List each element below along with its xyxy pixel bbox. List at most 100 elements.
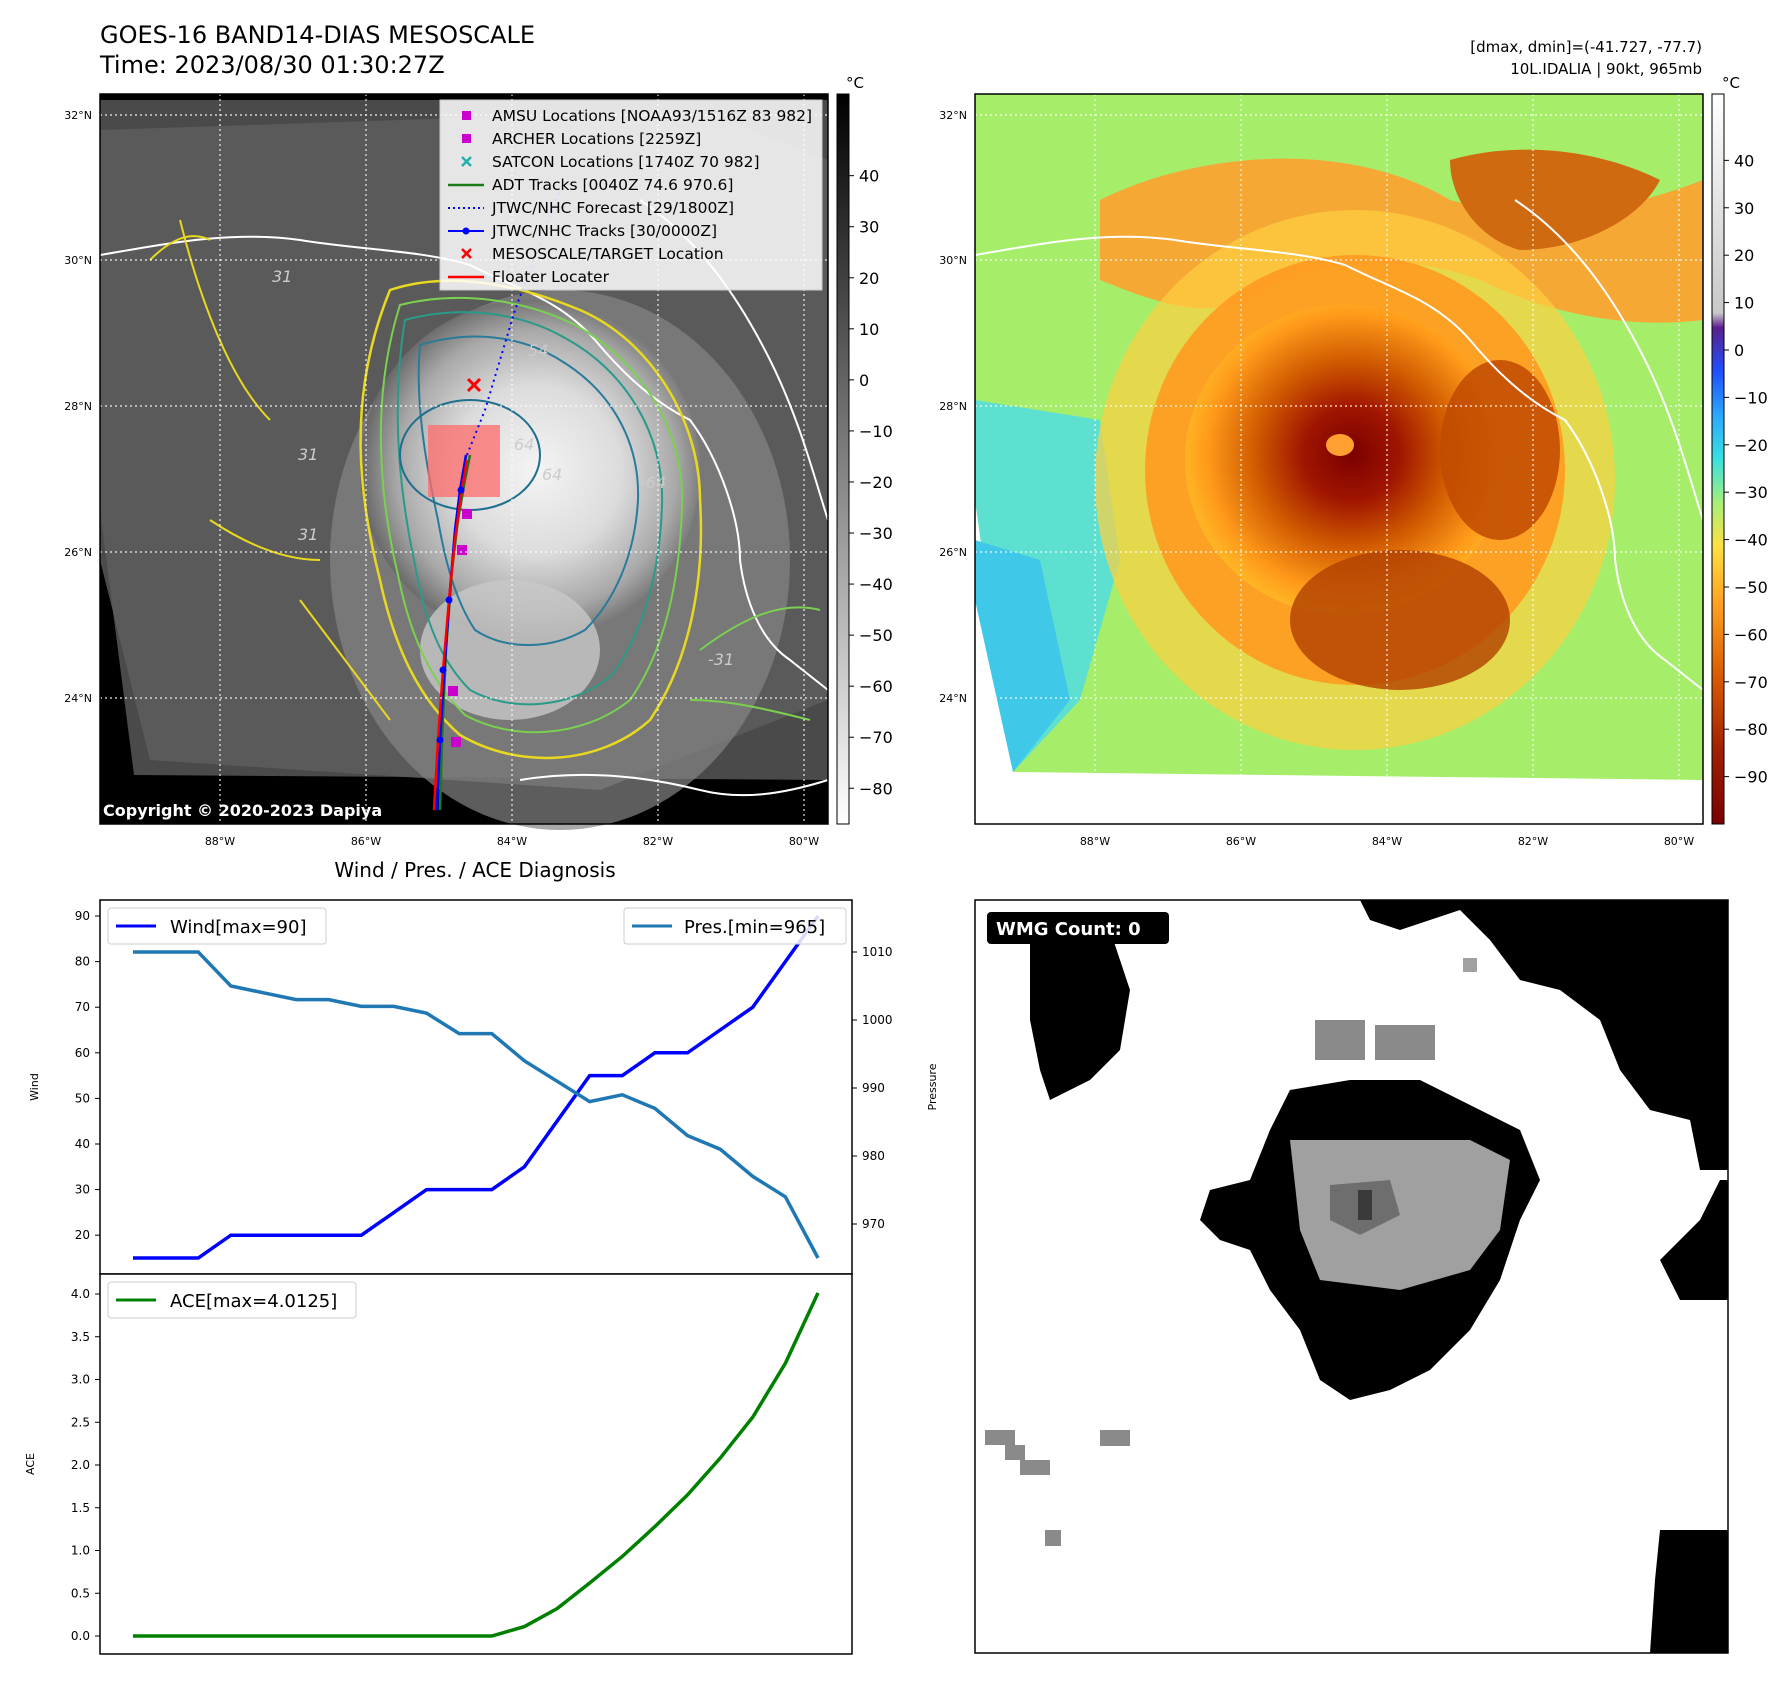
ace-tick-label: 1.5 [71,1501,90,1515]
colorbar-tick-label: 30 [1734,199,1754,218]
pres-tick-label: 1010 [862,945,893,959]
lon-label: 82°W [643,835,673,848]
contour-label: 31 [272,267,292,286]
ace-ylabel: ACE [24,1453,37,1475]
colorbar-tick-label: 10 [1734,294,1754,313]
legend-label: SATCON Locations [1740Z 70 982] [492,153,760,171]
contour-label: 54 [528,341,548,360]
ir-color-map [974,93,1704,825]
wmg-label-box [987,912,1169,944]
colorbar-unit: °C [1722,74,1740,92]
ace-panel [99,1273,853,1655]
colorbar-tick-label: −90 [1734,768,1768,787]
legend-marker [462,134,471,143]
lon-label: 86°W [1226,835,1256,848]
ace-tick-label: 1.0 [71,1544,90,1558]
title-line1: GOES-16 BAND14-DIAS MESOSCALE [100,21,535,49]
lat-label: 32°N [64,109,92,122]
colorbar-tick-label: −20 [1734,436,1768,455]
wind-tick-label: 50 [75,1091,90,1105]
pres-series-line [133,950,820,1259]
colorbar-tick-label: 0 [859,371,869,390]
contour-label: 64 [514,435,534,454]
legend-label: JTWC/NHC Forecast [29/1800Z] [491,199,734,217]
legend-label: Floater Locater [492,268,610,286]
ace-legend: ACE[max=4.0125] [170,1291,337,1312]
wind-tick-label: 40 [75,1137,90,1151]
ir-grayscale-map: 31 31 31 54 64 64 -64 -31 Copyright © 20… [99,93,829,830]
dmax-dmin-label: [dmax, dmin]=(-41.727, -77.7) [1470,38,1702,56]
lat-label: 28°N [64,400,92,413]
lon-label: 84°W [1372,835,1402,848]
colorbar-unit: °C [846,74,864,92]
legend-marker [461,156,472,167]
colorbar-tick-label: 20 [859,269,879,288]
colorbar-tick-label: −80 [1734,720,1768,739]
grayscale-colorbar [836,93,850,825]
lon-label: 80°W [789,835,819,848]
lat-label: 24°N [939,692,967,705]
wind-tick-label: 80 [75,955,90,969]
wind-tick-label: 90 [75,909,90,923]
colorbar-tick-label: −10 [859,422,893,441]
lat-label: 24°N [64,692,92,705]
colorbar-tick-label: −30 [1734,483,1768,502]
lat-label: 28°N [939,400,967,413]
legend-label: ARCHER Locations [2259Z] [492,130,701,148]
ace-tick-label: 2.0 [71,1458,90,1472]
lon-label: 80°W [1664,835,1694,848]
lon-label: 88°W [205,835,235,848]
pres-tick-label: 990 [862,1081,885,1095]
pres-tick-label: 980 [862,1149,885,1163]
wind-legend: Wind[max=90] [170,917,307,938]
contour-label: -64 [640,473,666,492]
lat-label: 26°N [64,546,92,559]
colorbar-tick-label: 20 [1734,246,1754,265]
color-colorbar [1711,93,1725,825]
ace-tick-label: 3.0 [71,1373,90,1387]
pres-tick-label: 1000 [862,1013,893,1027]
wind-tick-label: 30 [75,1183,90,1197]
wind-legend-box [107,907,327,945]
wind-pres-panel [99,899,853,1275]
pres-legend: Pres.[min=965] [684,917,825,938]
lon-label: 84°W [497,835,527,848]
diag-title: Wind / Pres. / ACE Diagnosis [334,858,615,882]
lat-label: 30°N [939,254,967,267]
contour-label: -31 [708,650,734,669]
colorbar-tick-label: −50 [859,626,893,645]
lon-label: 82°W [1518,835,1548,848]
colorbar-tick-label: 0 [1734,341,1744,360]
wind-tick-label: 60 [75,1046,90,1060]
colorbar-tick-label: −70 [1734,673,1768,692]
ace-series-line [133,1292,820,1638]
colorbar-tick-label: −20 [859,473,893,492]
colorbar-tick-label: −70 [859,728,893,747]
legend-marker [462,227,470,235]
contour-label: 31 [298,445,318,464]
ace-legend-box [107,1281,357,1319]
ace-tick-label: 3.5 [71,1330,90,1344]
wind-tick-label: 70 [75,1000,90,1014]
legend-marker [462,111,471,120]
wind-tick-label: 20 [75,1228,90,1242]
pres-legend-box [623,907,847,945]
storm-info-label: 10L.IDALIA | 90kt, 965mb [1510,60,1702,78]
colorbar-tick-label: 40 [859,167,879,186]
colorbar-tick-label: 10 [859,320,879,339]
wmg-panel [974,899,1729,1654]
colorbar-tick-label: −10 [1734,388,1768,407]
colorbar-tick-label: −60 [1734,625,1768,644]
pres-tick-label: 970 [862,1217,885,1231]
lat-label: 32°N [939,109,967,122]
contour-label: 64 [542,465,562,484]
colorbar-tick-label: −60 [859,677,893,696]
wind-ylabel: Wind [28,1073,41,1101]
colorbar-tick-label: 30 [859,218,879,237]
lat-label: 26°N [939,546,967,559]
map-legend [439,99,823,291]
ace-tick-label: 2.5 [71,1415,90,1429]
ace-tick-label: 4.0 [71,1287,90,1301]
